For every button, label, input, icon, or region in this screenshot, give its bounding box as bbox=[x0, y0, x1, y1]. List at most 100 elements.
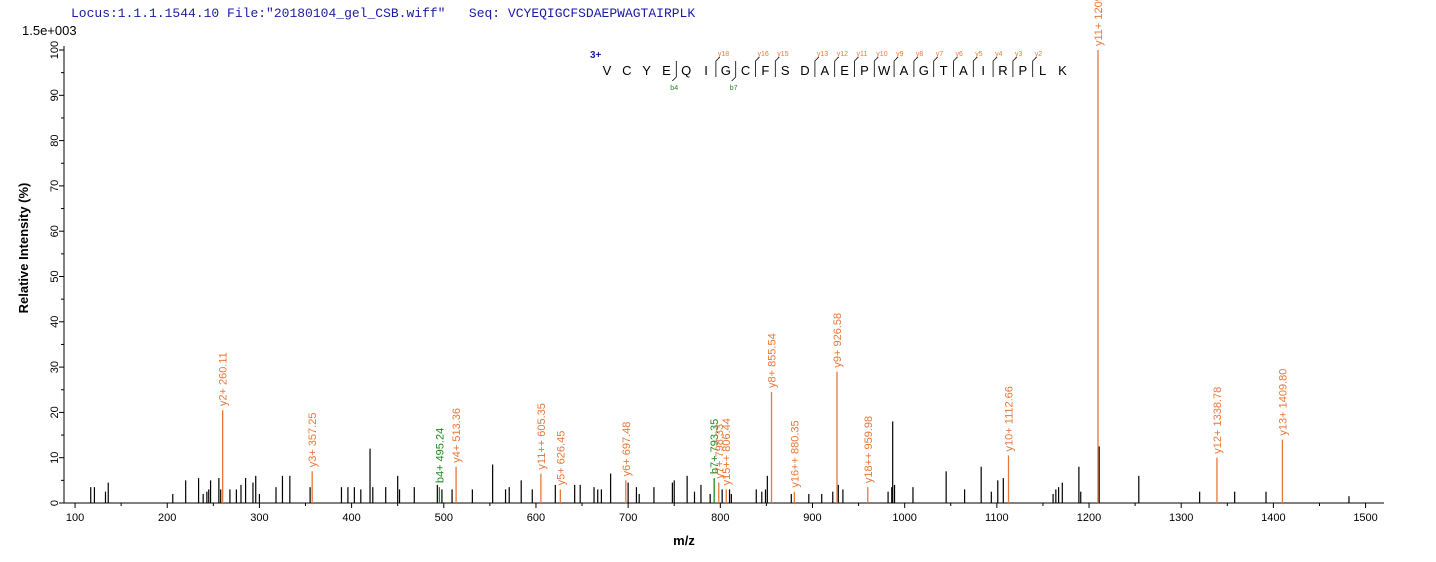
peak-label: y16++ 880.35 bbox=[789, 420, 801, 487]
y-axis-title: Relative Intensity (%) bbox=[16, 183, 31, 314]
x-tick-label: 1100 bbox=[985, 512, 1009, 524]
x-tick-label: 700 bbox=[619, 512, 637, 524]
y-ion-label: y3 bbox=[1015, 51, 1023, 58]
sequence-residue: Y bbox=[642, 63, 651, 78]
peak-label: b7+ 793.35 bbox=[709, 419, 721, 474]
b-ion-label: b4 bbox=[670, 85, 678, 92]
y-ion-bracket bbox=[933, 56, 938, 77]
y-ion-label: y10 bbox=[876, 51, 887, 58]
y-tick-label: 50 bbox=[49, 270, 61, 282]
y-tick-label: 20 bbox=[49, 406, 61, 418]
sequence-residue: L bbox=[1039, 63, 1046, 78]
y-ion-bracket bbox=[1032, 56, 1037, 77]
sequence-residue: D bbox=[800, 63, 809, 78]
x-tick-label: 1500 bbox=[1353, 512, 1377, 524]
y-tick-label: 100 bbox=[49, 41, 61, 59]
y-ion-bracket bbox=[873, 56, 879, 77]
file-text: File:"20180104_gel_CSB.wiff" bbox=[227, 6, 446, 21]
sequence-residue: A bbox=[820, 63, 829, 78]
seq-label: Seq: bbox=[468, 6, 501, 21]
x-tick-label: 500 bbox=[435, 512, 453, 524]
y-ion-label: y13 bbox=[817, 51, 828, 58]
y-ion-label: y7 bbox=[936, 51, 944, 58]
x-tick-label: 1400 bbox=[1261, 512, 1285, 524]
y-ion-label: y2 bbox=[1035, 51, 1043, 58]
y-ion-bracket bbox=[854, 56, 859, 77]
sequence-residue: I bbox=[704, 63, 708, 78]
sequence-residue: A bbox=[959, 63, 968, 78]
peak-label: y11++ 605.35 bbox=[536, 403, 548, 469]
x-tick-label: 1300 bbox=[1169, 512, 1193, 524]
sequence-residue: S bbox=[781, 63, 790, 78]
peak-label: y8+ 855.54 bbox=[767, 333, 779, 388]
y-ion-bracket bbox=[834, 56, 839, 77]
y-tick-label: 10 bbox=[49, 452, 61, 464]
y-ion-label: y15 bbox=[777, 51, 788, 58]
peak-label: y10+ 1112.66 bbox=[1004, 386, 1016, 451]
sequence-residue: T bbox=[940, 63, 948, 78]
y-ion-label: y16 bbox=[758, 51, 769, 58]
x-axis-title: m/z bbox=[673, 533, 695, 548]
peak-label: y3+ 357.25 bbox=[307, 413, 319, 468]
peak-label: y4+ 513.36 bbox=[451, 408, 463, 463]
sequence-residue: E bbox=[840, 63, 849, 78]
sequence-residue: W bbox=[878, 63, 891, 78]
y-tick-label: 30 bbox=[49, 361, 61, 373]
b-ion-label: b7 bbox=[730, 85, 738, 92]
peak-label: y11+ 1209.72 bbox=[1093, 0, 1105, 46]
y-ion-label: y12 bbox=[837, 51, 848, 58]
peak-label: y15++ 806.44 bbox=[721, 418, 733, 485]
peak-label: y2+ 260.11 bbox=[218, 352, 230, 406]
sequence-residue: R bbox=[998, 63, 1007, 78]
chart-axes: 100 200 300 400 500 600 700 800 900 1000 1100 1200 1… bbox=[49, 41, 1384, 524]
peak-label: y7+ 798.33 bbox=[714, 424, 726, 479]
locus-text: Locus:1.1.1.1544.10 bbox=[71, 6, 220, 21]
y-ion-label: y18 bbox=[718, 51, 729, 58]
y-tick-label: 80 bbox=[49, 134, 61, 146]
charge-state-label: 3+ bbox=[590, 50, 602, 61]
x-tick-label: 200 bbox=[158, 512, 176, 524]
y-ion-bracket bbox=[972, 56, 978, 77]
peak-label: y13+ 1409.80 bbox=[1277, 369, 1289, 436]
y-ion-bracket bbox=[814, 56, 820, 77]
y-tick-label: 70 bbox=[49, 180, 61, 192]
sequence-residue: E bbox=[662, 63, 671, 78]
sequence-residue: Q bbox=[681, 63, 691, 78]
x-tick-label: 600 bbox=[527, 512, 545, 524]
peak-label: y18++ 959.98 bbox=[863, 416, 875, 483]
x-tick-label: 300 bbox=[250, 512, 268, 524]
y-ion-bracket bbox=[715, 56, 721, 77]
y-ion-bracket bbox=[992, 56, 998, 77]
y-tick-label: 90 bbox=[49, 89, 61, 101]
peak-labels: y2+ 260.11 y3+ 357.25 b4+ 495.24 y4+ 513.36… bbox=[218, 0, 1290, 488]
y-ion-bracket bbox=[774, 56, 780, 77]
x-tick-label: 400 bbox=[342, 512, 360, 524]
x-tick-label: 900 bbox=[803, 512, 821, 524]
intensity-scale-label: 1.5e+003 bbox=[22, 23, 77, 38]
peak-label: b4+ 495.24 bbox=[434, 428, 446, 483]
peak-label: y5+ 626.45 bbox=[555, 431, 567, 486]
spectrum-header: Locus:1.1.1.1544.10 File:"20180104_gel_C… bbox=[71, 6, 695, 21]
y-ion-label: y6 bbox=[956, 51, 964, 58]
peak-label: y12+ 1338.78 bbox=[1212, 387, 1224, 454]
y-ion-bracket bbox=[893, 56, 899, 77]
y-ion-label: y9 bbox=[896, 51, 904, 58]
y-ion-bracket bbox=[755, 56, 760, 77]
y-tick-label: 60 bbox=[49, 225, 61, 237]
x-tick-label: 1000 bbox=[892, 512, 916, 524]
peak-label: y6+ 697.48 bbox=[621, 422, 633, 477]
sequence-residue: C bbox=[622, 63, 631, 78]
sequence-residue: P bbox=[1018, 63, 1027, 78]
x-tick-label: 800 bbox=[711, 512, 729, 524]
b-ion-bracket bbox=[672, 61, 677, 82]
y-ion-bracket bbox=[1012, 56, 1018, 77]
y-tick-label: 0 bbox=[49, 500, 61, 506]
sequence-residue: G bbox=[919, 63, 929, 78]
sequence-residue: A bbox=[900, 63, 909, 78]
sequence-residue: I bbox=[981, 63, 985, 78]
sequence-residue: P bbox=[860, 63, 869, 78]
y-ion-bracket bbox=[953, 56, 958, 77]
b-ion-bracket bbox=[731, 61, 737, 82]
